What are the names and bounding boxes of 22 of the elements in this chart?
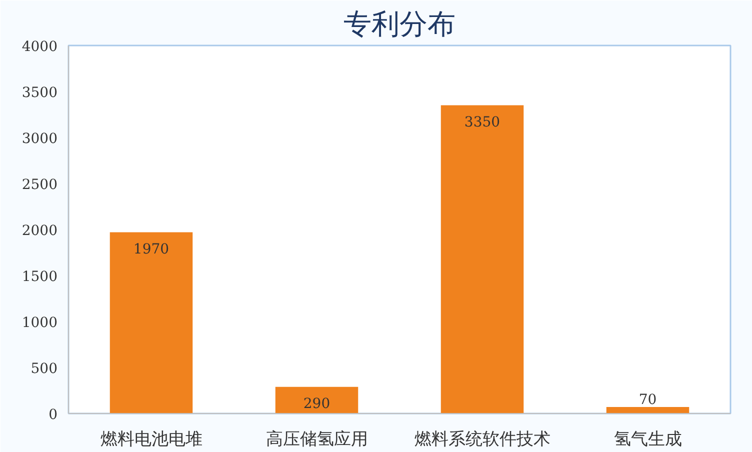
bar bbox=[440, 105, 524, 414]
data-label: 3350 bbox=[464, 114, 500, 130]
data-label: 1970 bbox=[133, 241, 170, 258]
bar bbox=[606, 407, 690, 414]
y-tick-label: 1500 bbox=[22, 269, 58, 285]
x-tick-label: 燃料系统软件技术 bbox=[414, 430, 550, 450]
y-tick-label: 1000 bbox=[22, 315, 58, 331]
y-tick-label: 2500 bbox=[22, 177, 58, 193]
x-tick-label: 燃料电池电堆 bbox=[100, 430, 202, 450]
bar bbox=[110, 232, 193, 414]
x-tick-label: 氢气生成 bbox=[614, 430, 682, 450]
y-tick-label: 0 bbox=[48, 407, 58, 423]
chart-title: 专利分布 bbox=[344, 8, 456, 40]
y-tick-label: 4000 bbox=[22, 39, 58, 55]
y-tick-label: 500 bbox=[30, 361, 58, 377]
data-label: 290 bbox=[303, 396, 330, 412]
y-tick-label: 3500 bbox=[22, 85, 58, 101]
y-tick-label: 2000 bbox=[22, 223, 58, 239]
x-tick-label: 高压储氢应用 bbox=[266, 430, 368, 450]
bar bbox=[275, 386, 358, 414]
y-tick-label: 3000 bbox=[22, 131, 58, 147]
data-label: 70 bbox=[638, 392, 657, 408]
